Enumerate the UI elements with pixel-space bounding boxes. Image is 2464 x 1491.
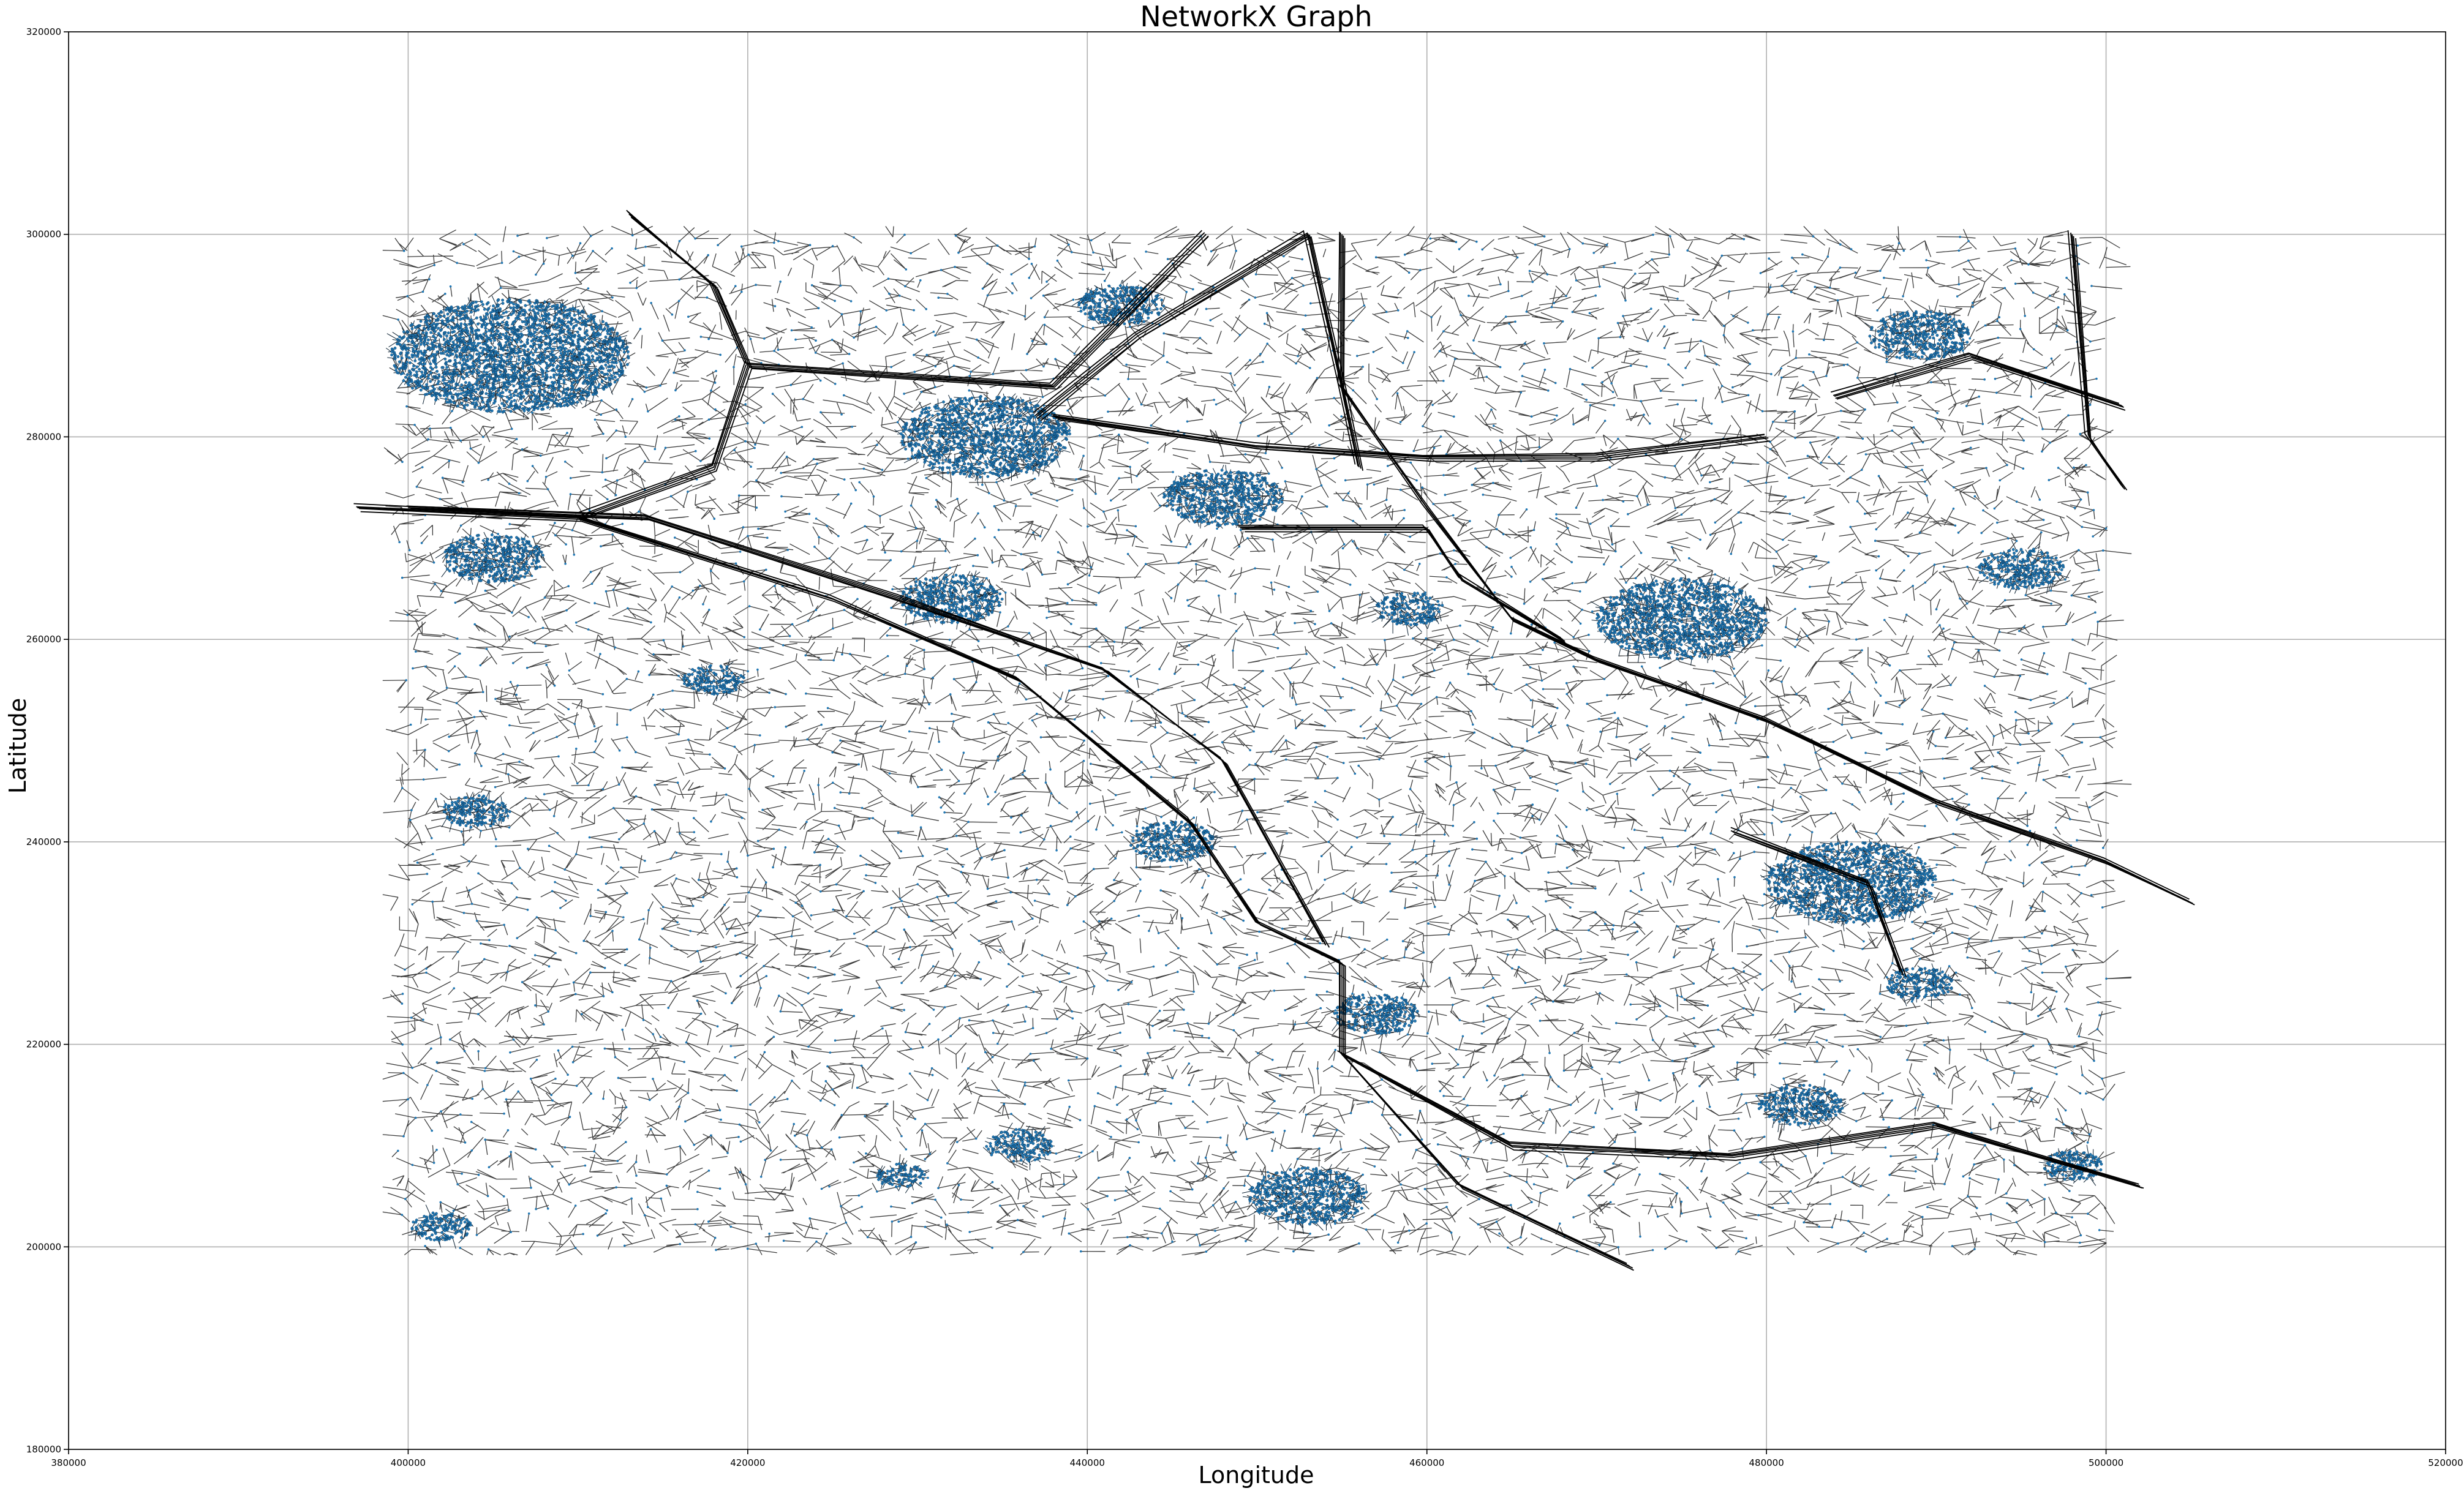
route-edge <box>576 364 747 517</box>
route-edge <box>1036 233 1360 468</box>
major-route <box>2067 230 2128 491</box>
y-tick-label: 200000 <box>26 1241 61 1252</box>
major-route <box>1337 231 2195 906</box>
major-route <box>1033 230 1363 471</box>
route-edge <box>360 511 1634 1271</box>
route-edge <box>1343 235 2193 904</box>
y-tick-label: 280000 <box>26 431 61 442</box>
route-edge <box>1053 416 1767 458</box>
major-route <box>1730 827 1907 977</box>
major-route <box>575 361 753 521</box>
route-edge <box>579 366 750 520</box>
route-edge <box>412 510 1330 948</box>
x-tick-label: 420000 <box>730 1457 765 1468</box>
chart-title: NetworkX Graph <box>1140 0 1372 33</box>
y-tick-label: 300000 <box>26 229 61 240</box>
route-edge <box>1836 359 2126 411</box>
y-tick-label: 180000 <box>26 1444 61 1455</box>
route-edge <box>1241 528 1565 642</box>
y-axis-label: Latitude <box>4 698 31 794</box>
route-edge <box>359 508 1633 1269</box>
x-tick-label: 520000 <box>2428 1457 2463 1468</box>
route-edge <box>1034 232 1358 467</box>
x-tick-label: 380000 <box>51 1457 86 1468</box>
major-route <box>1237 524 1566 644</box>
graph-edges <box>382 225 2132 1256</box>
route-edge <box>579 368 753 521</box>
y-tick-label: 240000 <box>26 836 61 847</box>
x-tick-label: 460000 <box>1409 1457 1444 1468</box>
route-edge <box>407 505 1324 943</box>
route-edge <box>1245 531 1566 644</box>
y-tick-label: 220000 <box>26 1039 61 1050</box>
route-edge <box>1835 357 2124 408</box>
route-edge <box>627 211 1205 386</box>
axis-ticks: 380000 400000 420000 440000 460000 480000 5000… <box>26 26 2463 1468</box>
route-edge <box>1341 1054 2141 1187</box>
route-edge <box>578 366 748 519</box>
route-edge <box>1830 352 2120 404</box>
plot-frame <box>68 31 2446 1450</box>
x-tick-label: 500000 <box>2089 1457 2123 1468</box>
y-tick-label: 260000 <box>26 634 61 645</box>
route-edge <box>1733 833 1904 976</box>
major-route <box>353 503 1634 1271</box>
route-edge <box>1057 419 1771 462</box>
route-edge <box>1833 353 2122 407</box>
route-edge <box>628 213 1207 387</box>
route-edge <box>2075 238 2128 491</box>
x-tick-label: 440000 <box>1070 1457 1105 1468</box>
route-edge <box>630 215 1209 388</box>
route-edge <box>1834 355 2123 407</box>
route-edge <box>1343 238 2195 906</box>
y-tick-label: 320000 <box>26 26 61 37</box>
route-edge <box>1050 413 1765 456</box>
road-edges <box>382 225 2132 1256</box>
major-route <box>406 505 1330 948</box>
major-route <box>1050 413 1771 462</box>
route-edge <box>1339 233 2190 902</box>
x-tick-label: 480000 <box>1749 1457 1784 1468</box>
route-edge <box>1040 236 1363 471</box>
major-route <box>1830 352 2126 411</box>
route-edge <box>1052 415 1765 457</box>
route-edge <box>1343 1055 2142 1189</box>
route-edge <box>1036 234 1362 469</box>
town-edges <box>385 279 2101 1249</box>
route-edge <box>1736 835 1907 977</box>
route-edge <box>1340 1052 2139 1185</box>
major-route-edges <box>353 209 2195 1271</box>
x-axis-label: Longitude <box>1199 1462 1314 1489</box>
town-node-clusters <box>390 284 2103 1242</box>
route-edge <box>575 361 746 514</box>
major-route <box>1337 1050 2144 1189</box>
route-edge <box>1730 830 1901 972</box>
route-edge <box>1344 1056 2144 1189</box>
graph-nodes <box>385 233 2108 1253</box>
route-edge <box>1033 230 1356 465</box>
grid-lines <box>68 31 2446 1450</box>
route-edge <box>357 507 1631 1268</box>
route-edge <box>1337 231 2190 900</box>
route-edge <box>2067 230 2122 486</box>
x-tick-label: 400000 <box>391 1457 426 1468</box>
